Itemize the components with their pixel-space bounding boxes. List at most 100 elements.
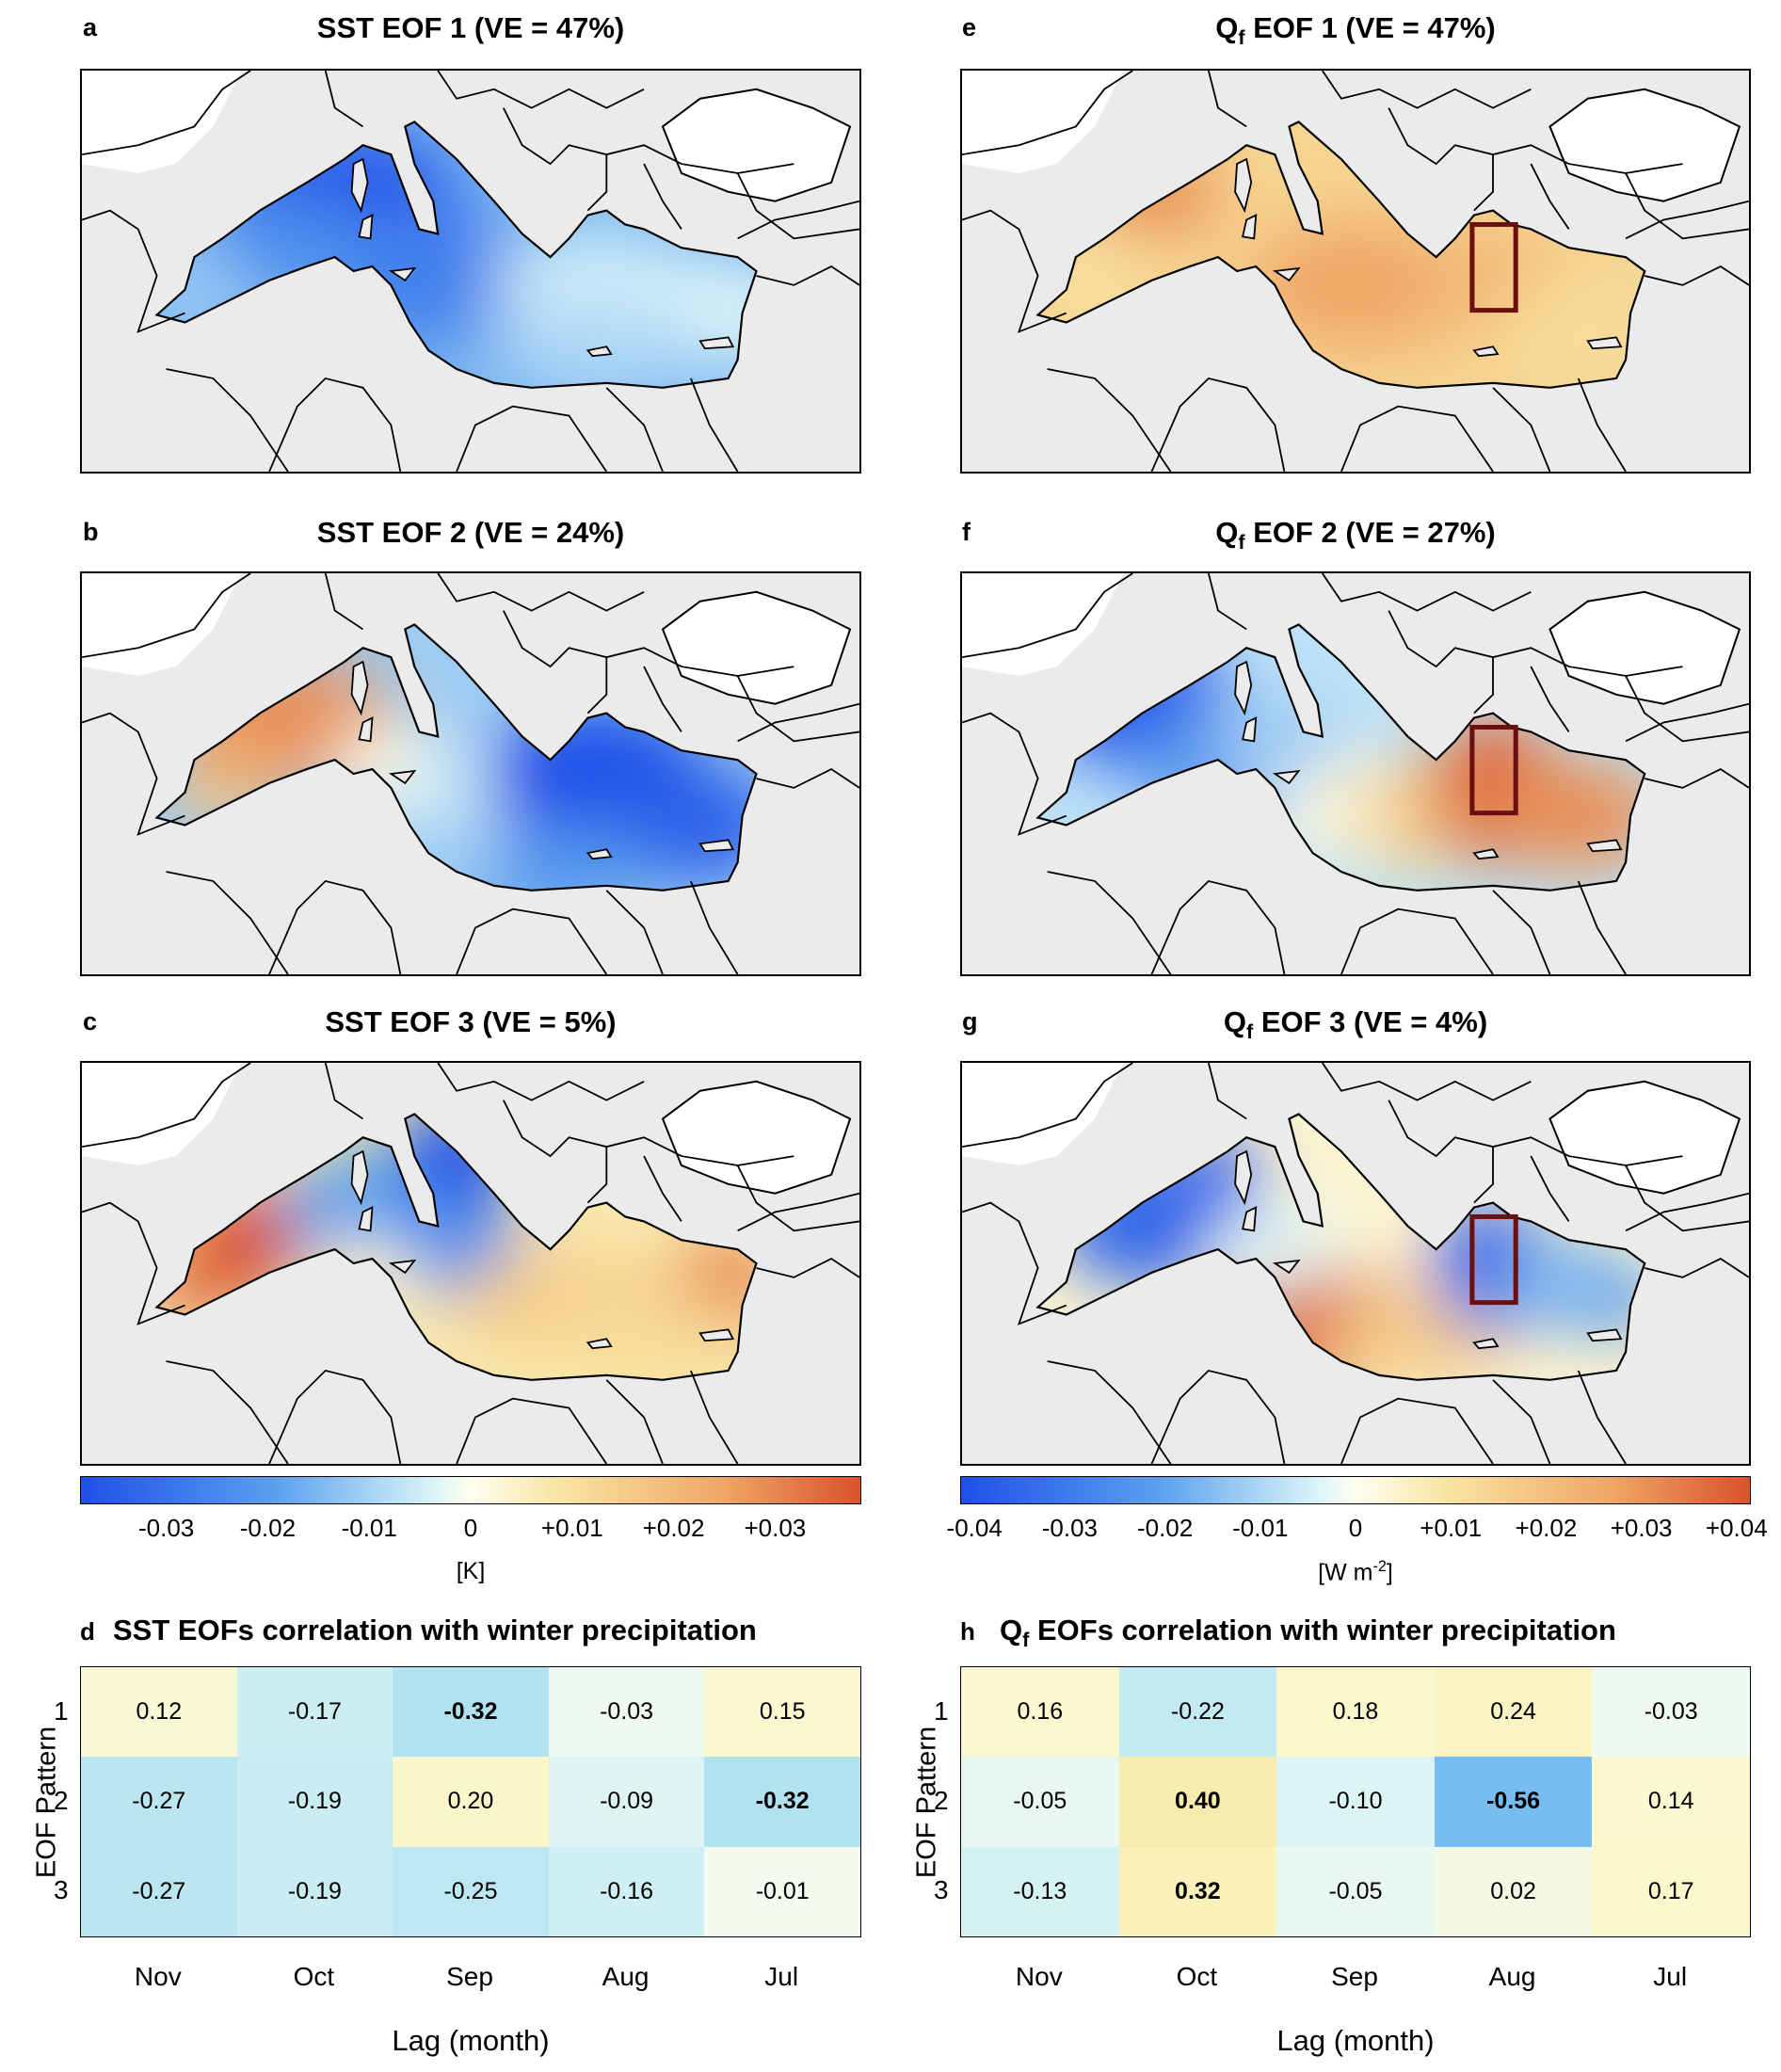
island: [1272, 769, 1301, 785]
country-border: [690, 377, 739, 472]
x-tick-label: Nov: [1015, 1962, 1063, 1991]
country-border: [1530, 666, 1570, 732]
country-border: [962, 1201, 1067, 1325]
panel-d-title: SST EOFs correlation with winter precipi…: [113, 1614, 757, 1646]
colorbar-tick-label: +0.04: [1705, 1514, 1768, 1542]
x-tick-label: Oct: [1176, 1962, 1218, 1991]
island: [1586, 1328, 1623, 1342]
country-border: [1625, 1192, 1749, 1232]
panel-g-title: Qf EOF 3 (VE = 4%): [1223, 1005, 1488, 1044]
colorbar-tick-label: +0.02: [642, 1514, 705, 1542]
panel-h-letter: h: [960, 1617, 975, 1646]
country-border: [756, 1258, 859, 1278]
country-border: [166, 1360, 289, 1464]
country-border: [1321, 1063, 1532, 1101]
heatmap-cell: -0.56: [1434, 1757, 1593, 1847]
heatmap-cell: -0.32: [704, 1757, 860, 1847]
country-border: [736, 675, 859, 743]
country-border: [456, 908, 608, 974]
heatmap-cell: -0.32: [393, 1667, 549, 1758]
country-border: [643, 1155, 682, 1222]
island: [350, 1149, 369, 1206]
island: [388, 769, 417, 785]
heatmap-cell: 0.17: [1592, 1846, 1750, 1936]
country-border: [962, 209, 1067, 333]
aegean-region-box: [1469, 221, 1518, 313]
country-border: [1208, 71, 1247, 128]
x-tick-label: Aug: [602, 1962, 650, 1991]
mediterranean-coastline: [154, 1113, 758, 1381]
country-border: [82, 1201, 185, 1325]
colorbar-tick-label: -0.04: [946, 1514, 1003, 1542]
heatmap-cell: -0.10: [1276, 1757, 1435, 1847]
heatmap-cell: 0.40: [1118, 1757, 1277, 1847]
country-border: [82, 573, 251, 659]
heatmap-cell: -0.25: [393, 1846, 549, 1936]
country-border: [1208, 1063, 1247, 1120]
y-tick-label: 1: [54, 1695, 69, 1726]
country-border: [1625, 702, 1749, 743]
mediterranean-coastline: [1035, 623, 1646, 891]
country-border: [1150, 377, 1286, 472]
heatmap-cell: -0.13: [961, 1846, 1119, 1936]
country-border: [1492, 890, 1551, 974]
island: [1472, 1338, 1500, 1350]
country-border: [605, 387, 664, 472]
country-border: [166, 368, 289, 472]
y-tick-label: 2: [934, 1786, 949, 1815]
atlantic-ocean: [962, 573, 1124, 676]
heatmap-cell: 0.15: [704, 1667, 860, 1758]
country-border: [1530, 163, 1570, 230]
mediterranean-coastline: [154, 120, 758, 389]
country-border: [1577, 880, 1627, 974]
atlantic-ocean: [962, 1063, 1124, 1165]
heatmap-cell: -0.16: [548, 1846, 705, 1936]
island: [1586, 336, 1623, 350]
panel-f-letter: f: [962, 518, 971, 546]
map-qf-eof2: [960, 571, 1751, 976]
black-sea: [1548, 590, 1741, 705]
country-border: [437, 71, 645, 109]
country-border: [456, 405, 608, 472]
island: [698, 336, 735, 350]
island: [388, 266, 417, 282]
country-border: [1530, 1155, 1570, 1222]
x-tick-label: Aug: [1488, 1962, 1536, 1991]
panel-e-title: Qf EOF 1 (VE = 47%): [1215, 11, 1496, 50]
country-border: [962, 1063, 1133, 1148]
island: [698, 839, 735, 853]
country-border: [1492, 1379, 1551, 1464]
black-sea: [661, 590, 852, 705]
country-border: [1340, 908, 1494, 974]
country-border: [1047, 1360, 1172, 1464]
heatmap-cell: 0.18: [1276, 1667, 1435, 1758]
island: [1234, 660, 1253, 716]
colorbar-tick-label: -0.01: [1232, 1514, 1289, 1542]
panel-h-title: Qf EOFs correlation with winter precipit…: [1000, 1614, 1616, 1652]
x-tick-label: Jul: [1653, 1962, 1688, 1991]
colorbar-tick-label: -0.01: [341, 1514, 397, 1542]
atlantic-ocean: [82, 1063, 242, 1165]
country-border: [1473, 657, 1494, 715]
heatmap-cell: 0.24: [1434, 1667, 1593, 1758]
country-border: [1047, 871, 1172, 974]
island: [586, 345, 613, 358]
country-border: [324, 573, 364, 631]
island: [358, 1206, 374, 1232]
atlantic-ocean: [82, 71, 242, 173]
colorbar-tick-label: -0.03: [1041, 1514, 1099, 1542]
country-border: [756, 768, 859, 789]
map-qf-eof3: [960, 1061, 1751, 1466]
country-border: [268, 377, 402, 472]
x-tick-label: Oct: [293, 1962, 335, 1991]
y-tick-label: 2: [54, 1786, 69, 1815]
country-border: [643, 163, 682, 230]
island: [1586, 839, 1623, 853]
heatmap-cell: -0.05: [1276, 1846, 1435, 1936]
country-border: [962, 712, 1067, 836]
country-border: [1321, 71, 1532, 109]
heatmap-cell: -0.09: [548, 1757, 705, 1847]
island: [358, 716, 374, 743]
heatmap-cell: 0.16: [961, 1667, 1119, 1758]
island: [1242, 1206, 1258, 1232]
